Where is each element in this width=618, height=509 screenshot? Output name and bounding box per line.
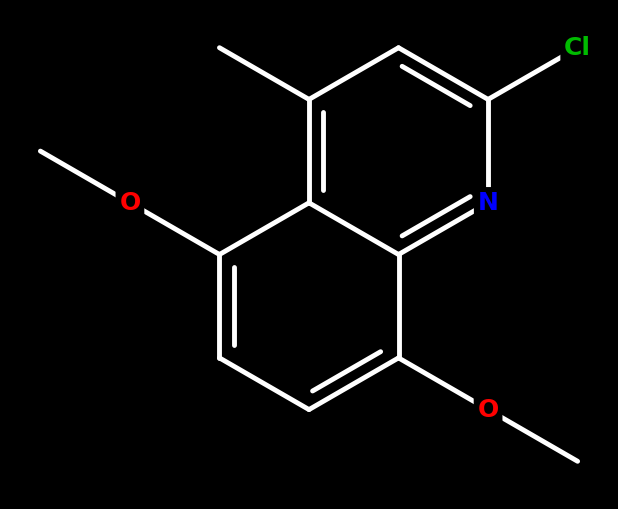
Text: N: N — [478, 191, 499, 215]
Text: O: O — [119, 191, 140, 215]
Text: Cl: Cl — [564, 36, 591, 60]
Text: O: O — [478, 398, 499, 421]
